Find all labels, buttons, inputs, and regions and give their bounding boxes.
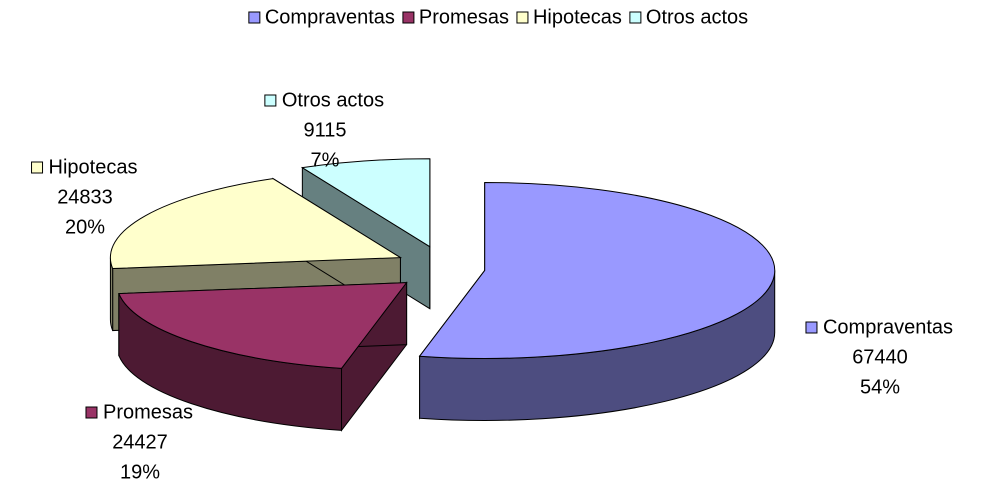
legend-key <box>516 11 529 24</box>
legend-key <box>402 11 415 24</box>
data-label-value: 24427 <box>112 431 168 453</box>
data-label-value: 67440 <box>852 346 908 368</box>
data-label: Compraventas 67440 54% <box>805 316 953 398</box>
legend-key <box>629 11 642 24</box>
legend-label: Hipotecas <box>533 6 622 28</box>
data-label-percent: 7% <box>311 149 340 171</box>
slice-top <box>418 181 776 359</box>
legend-label: Promesas <box>419 6 509 28</box>
data-label-name: Otros actos <box>282 89 384 111</box>
data-label-value: 9115 <box>303 119 346 141</box>
slice-top <box>300 158 431 248</box>
legend: Compraventas Promesas Hipotecas Otros actos <box>248 6 748 28</box>
data-label: Promesas 24427 19% <box>85 401 193 483</box>
legend-label: Compraventas <box>265 6 395 28</box>
legend-key <box>248 11 261 24</box>
data-label-key <box>85 406 98 419</box>
data-label-key <box>264 94 277 107</box>
slice <box>418 181 776 421</box>
data-label-percent: 20% <box>65 216 105 238</box>
data-label: Hipotecas 24833 20% <box>31 156 138 238</box>
slice <box>118 281 408 432</box>
data-label-key <box>805 321 818 334</box>
data-label-name: Promesas <box>103 401 193 423</box>
data-label: Otros actos 9115 7% <box>264 89 384 171</box>
slice-top <box>118 282 408 369</box>
data-label-name: Compraventas <box>823 316 953 338</box>
data-label-percent: 19% <box>120 461 160 483</box>
legend-label: Otros actos <box>646 6 748 28</box>
data-label-value: 24833 <box>57 186 113 208</box>
data-label-name: Hipotecas <box>49 156 138 178</box>
slice-top <box>109 178 403 270</box>
data-label-percent: 54% <box>860 376 900 398</box>
data-label-key <box>31 161 44 174</box>
